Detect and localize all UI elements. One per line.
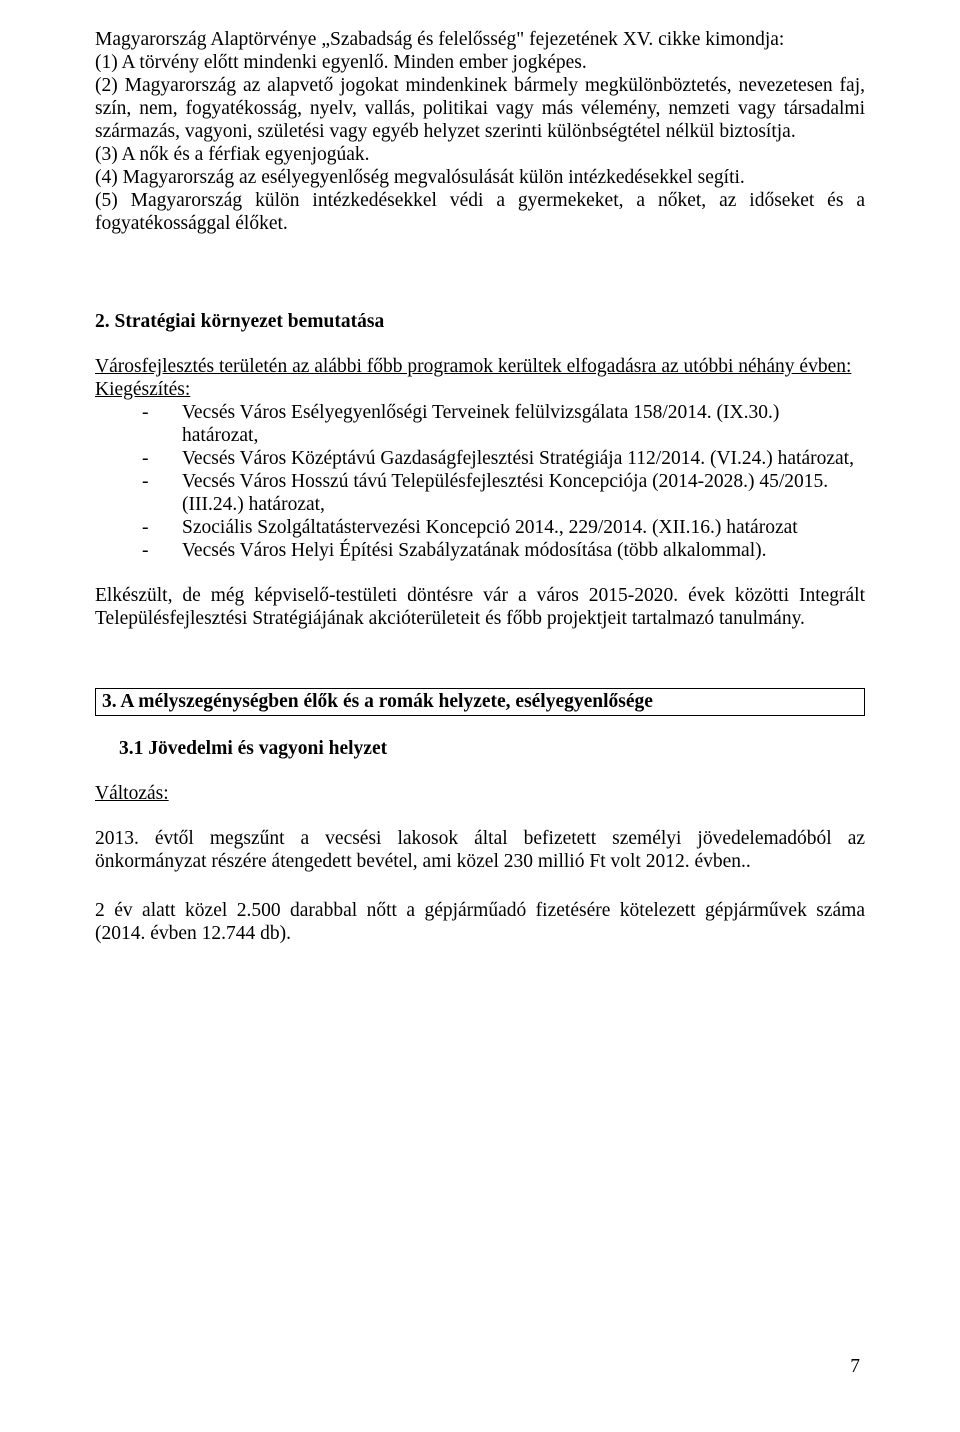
bullet-text: Vecsés Város Hosszú távú Településfejles… — [182, 470, 865, 516]
bullet-3-line-a: Vecsés Város Hosszú távú Településfejles… — [182, 471, 828, 492]
dash-icon: - — [127, 470, 182, 493]
constitution-item-5: (5) Magyarország külön intézkedésekkel v… — [95, 190, 865, 234]
bullet-item: - Vecsés Város Esélyegyenlőségi Terveine… — [167, 401, 865, 447]
section-3-para-1: 2013. évtől megszűnt a vecsési lakosok á… — [95, 827, 865, 873]
dash-icon: - — [127, 447, 182, 470]
bullet-1-line-b: határozat, — [182, 425, 258, 446]
kiegeszites-label: Kiegészítés: — [95, 379, 190, 400]
bullet-2: Vecsés Város Középtávú Gazdaságfejleszté… — [182, 447, 865, 470]
constitution-item-3: (3) A nők és a férfiak egyenjogúak. — [95, 144, 370, 165]
bullet-1-line-a: Vecsés Város Esélyegyenlőségi Terveinek … — [182, 402, 779, 423]
dash-icon: - — [127, 516, 182, 539]
constitution-item-2: (2) Magyarország az alapvető jogokat min… — [95, 75, 865, 142]
bullet-item: - Vecsés Város Középtávú Gazdaságfejlesz… — [167, 447, 865, 470]
constitution-block: Magyarország Alaptörvénye „Szabadság és … — [95, 28, 865, 235]
section-3-box: 3. A mélyszegénységben élők és a romák h… — [95, 688, 865, 716]
bullet-3-line-b: (III.24.) határozat, — [182, 494, 325, 515]
constitution-intro: Magyarország Alaptörvénye „Szabadság és … — [95, 29, 784, 50]
constitution-item-4: (4) Magyarország az esélyegyenlőség megv… — [95, 167, 745, 188]
section-2-heading: 2. Stratégiai környezet bemutatása — [95, 311, 865, 333]
section-2-closing: Elkészült, de még képviselő-testületi dö… — [95, 584, 865, 630]
section-3-subheading: 3.1 Jövedelmi és vagyoni helyzet — [119, 738, 865, 760]
constitution-item-1: (1) A törvény előtt mindenki egyenlő. Mi… — [95, 52, 587, 73]
page-number: 7 — [850, 1356, 860, 1378]
bullet-4: Szociális Szolgáltatástervezési Koncepci… — [182, 516, 865, 539]
bullet-text: Vecsés Város Esélyegyenlőségi Terveinek … — [182, 401, 865, 447]
dash-icon: - — [127, 539, 182, 562]
bullet-5: Vecsés Város Helyi Építési Szabályzatána… — [182, 539, 865, 562]
bullet-item: - Szociális Szolgáltatástervezési Koncep… — [167, 516, 865, 539]
bullet-item: - Vecsés Város Hosszú távú Településfejl… — [167, 470, 865, 516]
section-3-para-2: 2 év alatt közel 2.500 darabbal nőtt a g… — [95, 899, 865, 945]
document-page: Magyarország Alaptörvénye „Szabadság és … — [0, 0, 960, 1432]
section-2-lead-block: Városfejlesztés területén az alábbi főbb… — [95, 355, 865, 401]
bullet-list: - Vecsés Város Esélyegyenlőségi Terveine… — [167, 401, 865, 562]
dash-icon: - — [127, 401, 182, 424]
valtozas-label: Változás: — [95, 783, 169, 804]
bullet-item: - Vecsés Város Helyi Építési Szabályzatá… — [167, 539, 865, 562]
section-2-lead: Városfejlesztés területén az alábbi főbb… — [95, 356, 851, 377]
